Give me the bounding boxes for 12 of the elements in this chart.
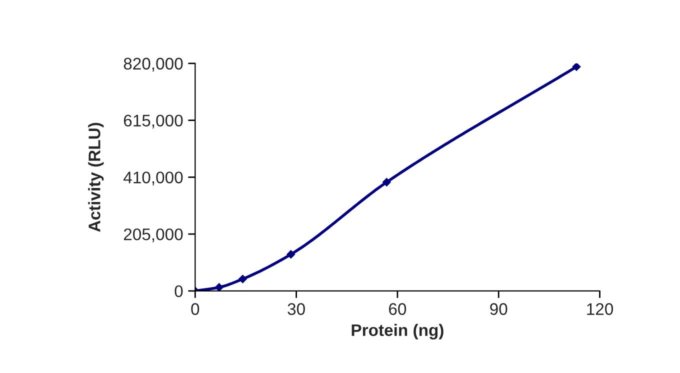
x-axis-title: Protein (ng) [352,324,444,340]
x-tick-label: 60 [389,303,406,315]
x-tick-label: 120 [587,303,614,315]
y-tick-label: 410,000 [124,172,183,186]
x-tick-label: 30 [288,303,305,315]
x-tick-label: 90 [490,303,508,315]
y-tick-label: 0 [174,285,183,298]
y-axis-title: Activity (RLU) [88,122,104,232]
y-tick-label: 820,000 [124,58,183,72]
y-tick-label: 615,000 [124,114,183,128]
x-tick-label: 0 [191,303,200,315]
y-tick-label: 205,000 [124,228,183,242]
